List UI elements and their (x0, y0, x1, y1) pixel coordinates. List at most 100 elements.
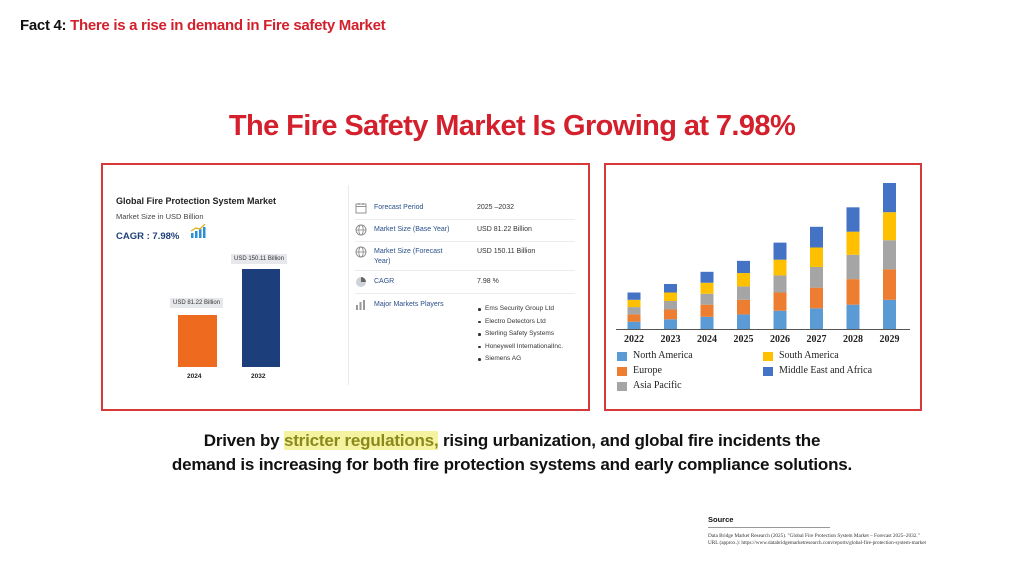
bar-segment-2028-0 (846, 304, 860, 329)
bar-segment-2022-3 (627, 299, 641, 308)
source-title: Source (708, 515, 734, 524)
bar-segment-2026-2 (773, 275, 787, 293)
x-tick-label: 2023 (661, 334, 681, 345)
highlighted-phrase: stricter regulations, (283, 431, 439, 450)
bar-segment-2028-4 (846, 207, 860, 232)
bar-segment-2029-0 (883, 299, 896, 329)
legend-swatch (763, 352, 773, 361)
list-item: Ems Security Group Ltd (477, 303, 585, 316)
bar-segment-2024-3 (700, 282, 714, 294)
body-text-pre: Driven by (203, 431, 284, 450)
bar-segment-2026-3 (773, 259, 787, 276)
bar-segment-2022-4 (627, 292, 641, 300)
bar-year-label: 2024 (187, 373, 202, 380)
row-divider (355, 293, 575, 294)
pie-chart-icon (356, 277, 366, 287)
x-tick-label: 2029 (880, 334, 900, 345)
list-item: Sterling Safety Systems (477, 328, 585, 341)
panel-title: Global Fire Protection System Market (116, 196, 277, 206)
bar-segment-2025-1 (737, 299, 750, 315)
legend-label: North America (633, 350, 693, 361)
bar-segment-2027-4 (810, 226, 823, 248)
cagr-label: CAGR : 7.98% (116, 231, 180, 242)
players-list: Ems Security Group Ltd Electro Detectors… (477, 303, 585, 366)
bar-segment-2029-4 (883, 183, 896, 213)
bar-segment-2025-2 (737, 286, 750, 300)
globe-icon (355, 224, 367, 236)
stacked-bar-chart: 2022 2023 2024 2025 2026 2027 2028 2029 (616, 183, 910, 345)
bar-segment-2027-3 (810, 247, 823, 267)
regional-chart-panel: 2022 2023 2024 2025 2026 2027 2028 2029 North A… (604, 163, 922, 411)
list-item: Electro Detectors Ltd (477, 316, 585, 329)
bar-2032 (242, 269, 280, 367)
info-label: Forecast Period (374, 204, 424, 211)
bar-2024 (178, 315, 217, 367)
info-label: Market Size (Forecast Year) (374, 248, 443, 265)
bar-segment-2027-1 (810, 287, 823, 309)
x-tick-label: 2022 (624, 334, 644, 345)
x-tick-label: 2027 (807, 334, 827, 345)
row-divider (355, 270, 575, 271)
legend-label: Asia Pacific (633, 380, 682, 391)
growth-chart-icon (190, 224, 206, 238)
x-tick-label: 2024 (697, 334, 717, 345)
legend-swatch (617, 367, 627, 376)
bar-segment-2024-1 (700, 304, 714, 317)
fact-text: There is a rise in demand in Fire safety… (70, 17, 386, 34)
bar-segment-2028-2 (846, 254, 860, 280)
info-label: Market Size (Base Year) (374, 226, 450, 233)
body-paragraph: Driven by stricter regulations, rising u… (170, 429, 854, 477)
row-divider (355, 219, 575, 220)
body-text-post: rising urbanization, and global fire inc… (171, 431, 853, 474)
bar-segment-2024-4 (700, 271, 714, 283)
panel-divider (348, 185, 349, 385)
bar-value-label: USD 150.11 Billion (231, 254, 287, 264)
legend-label: South America (779, 350, 839, 361)
bar-segment-2025-0 (737, 314, 750, 329)
fact-heading: Fact 4: There is a rise in demand in Fir… (20, 17, 386, 34)
info-label: CAGR (374, 278, 395, 285)
bar-segment-2029-2 (883, 240, 896, 270)
bar-segment-2027-0 (810, 308, 823, 329)
bar-segment-2022-0 (627, 321, 641, 329)
bar-segment-2028-1 (846, 279, 860, 305)
bar-segment-2023-0 (664, 319, 677, 329)
headline: The Fire Safety Market Is Growing at 7.9… (228, 110, 796, 142)
legend-label: Europe (633, 365, 662, 376)
bar-segment-2025-3 (737, 273, 750, 287)
list-item: Honeywell InternationalInc. (477, 341, 585, 354)
legend-swatch (617, 352, 627, 361)
bar-segment-2024-0 (700, 316, 714, 329)
bar-segment-2026-1 (773, 292, 787, 311)
bar-segment-2025-4 (737, 260, 750, 274)
info-label: Major Markets Players (374, 301, 444, 308)
info-value: USD 150.11 Billion (477, 248, 536, 255)
bar-segment-2023-4 (664, 283, 677, 293)
bar-segment-2026-0 (773, 310, 787, 329)
bar-segment-2023-3 (664, 292, 677, 302)
info-value: 7.98 % (477, 278, 499, 285)
x-tick-label: 2026 (770, 334, 790, 345)
bar-chart-icon (356, 300, 365, 310)
x-tick-label: 2025 (734, 334, 754, 345)
panel-subtitle: Market Size in USD Billion (116, 212, 204, 221)
x-tick-label: 2028 (843, 334, 863, 345)
legend-swatch (763, 367, 773, 376)
bar-segment-2023-1 (664, 309, 677, 320)
bar-segment-2029-1 (883, 269, 896, 300)
source-citation: Data Bridge Market Research (2025). "Glo… (708, 533, 1008, 547)
bar-segment-2027-2 (810, 266, 823, 288)
source-line: Data Bridge Market Research (2025). "Glo… (708, 533, 920, 539)
legend-swatch (617, 382, 627, 391)
list-item: Siemens AG (477, 353, 585, 366)
bar-value-label: USD 81.22 Billion (170, 298, 224, 308)
bar-segment-2024-2 (700, 293, 714, 305)
bar-segment-2023-2 (664, 301, 677, 310)
bar-segment-2022-1 (627, 314, 641, 322)
info-value: USD 81.22 Billion (477, 226, 532, 233)
row-divider (355, 241, 575, 242)
bar-segment-2026-4 (773, 242, 787, 260)
info-value: 2025 –2032 (477, 204, 514, 211)
globe-icon (355, 246, 367, 258)
bar-year-label: 2032 (251, 373, 266, 380)
